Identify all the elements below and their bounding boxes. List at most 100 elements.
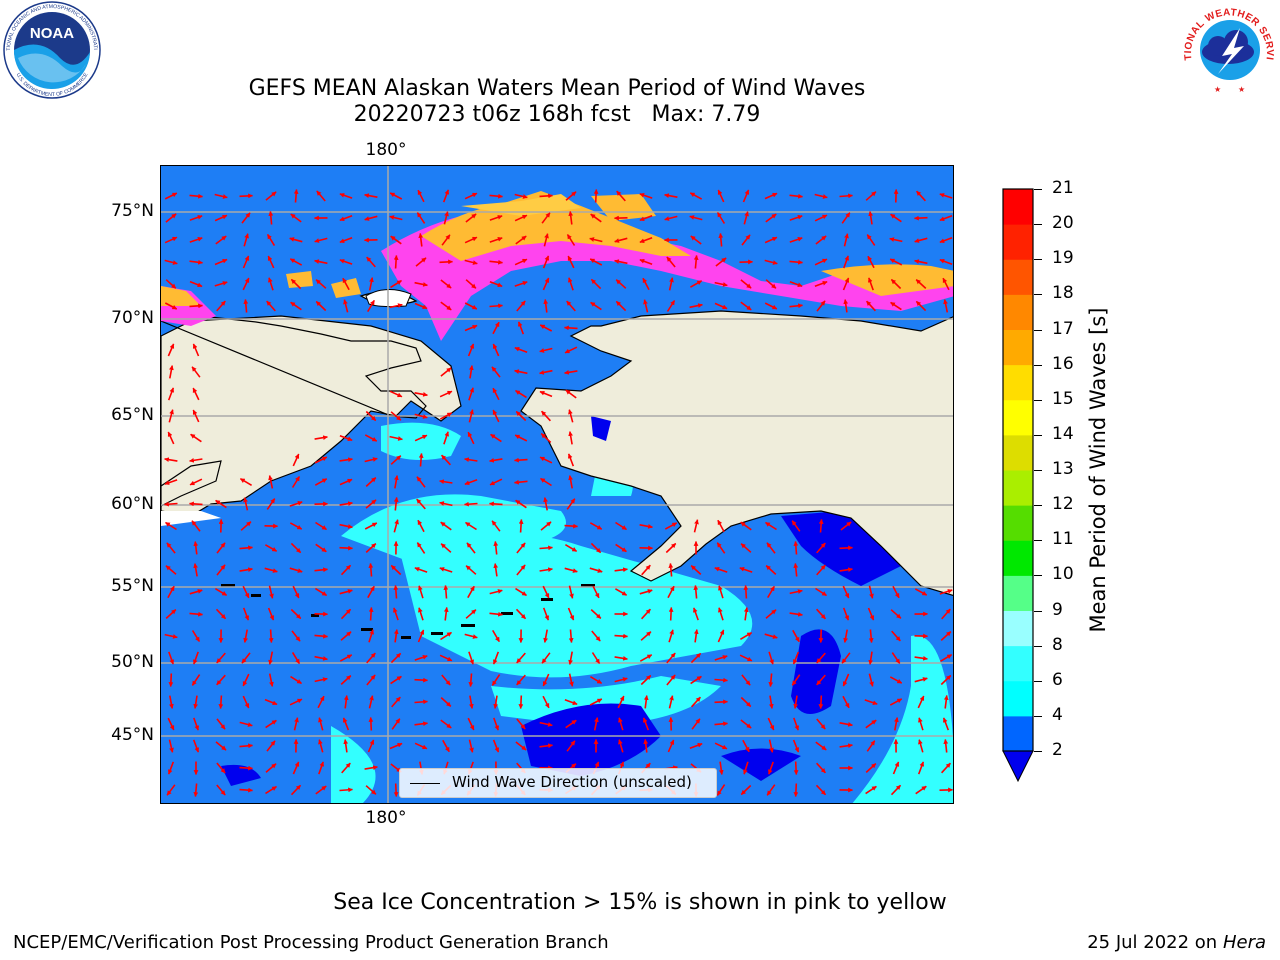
colorbar (1002, 188, 1034, 783)
wind-wave-arrow (889, 698, 903, 706)
colorbar-tick-label: 21 (1052, 178, 1074, 198)
wind-wave-arrow (766, 784, 776, 796)
wind-wave-arrow (339, 214, 353, 222)
wind-wave-arrow (315, 521, 327, 531)
wind-wave-arrow (589, 237, 603, 243)
sea-ice-band (161, 191, 953, 526)
wind-wave-arrow (740, 784, 752, 796)
wind-wave-arrow (793, 695, 799, 709)
plot-subtitle: 20220723 t06z 168h fcst Max: 7.79 (353, 102, 761, 127)
wind-wave-arrow (243, 299, 249, 313)
wind-wave-arrow (793, 541, 799, 555)
colorbar-tick-label: 20 (1052, 213, 1074, 234)
wind-wave-arrow (389, 303, 403, 309)
wind-wave-arrow (489, 237, 503, 243)
wind-wave-arrow (268, 585, 274, 599)
colorbar-tick-label: 4 (1052, 704, 1063, 725)
wind-wave-arrow (216, 652, 226, 664)
wind-wave-arrow (364, 193, 378, 198)
wind-wave-arrow (464, 457, 478, 463)
wind-wave-arrow (665, 542, 677, 554)
wind-wave-arrow (268, 673, 274, 687)
wind-wave-arrow (290, 608, 302, 620)
wind-wave-arrow (593, 189, 599, 203)
wind-wave-arrow (339, 545, 353, 551)
wind-wave-arrow (268, 629, 274, 643)
wind-wave-arrow (891, 652, 901, 664)
wind-wave-arrow (166, 542, 176, 554)
wind-wave-arrow (615, 521, 627, 531)
colorbar-tick-mark (1034, 259, 1042, 261)
wind-wave-arrow (167, 387, 175, 401)
wind-wave-arrow (239, 721, 253, 727)
wind-wave-arrow (342, 717, 350, 731)
wind-wave-arrow (942, 717, 950, 731)
wind-wave-arrow (815, 784, 827, 796)
wind-wave-arrow (739, 567, 753, 573)
wind-wave-arrow (690, 652, 702, 664)
wind-wave-arrow (814, 193, 828, 199)
wind-wave-arrow (465, 521, 477, 531)
wind-wave-arrow (514, 347, 528, 353)
wind-wave-arrow (339, 434, 353, 442)
wind-wave-arrow (439, 390, 453, 398)
wind-wave-arrow (293, 717, 299, 731)
wind-wave-arrow (439, 501, 453, 507)
wind-wave-arrow (467, 343, 475, 357)
wind-wave-arrow (591, 652, 601, 664)
colorbar-tick-label: 16 (1052, 353, 1074, 374)
wind-wave-arrow (739, 654, 753, 662)
colorbar-tick-mark (1034, 715, 1042, 717)
wind-wave-arrow (718, 233, 724, 247)
wind-wave-arrow (792, 739, 800, 753)
wind-wave-arrow (468, 673, 474, 687)
wind-wave-arrow (364, 457, 378, 463)
colorbar-under-triangle (1002, 750, 1034, 783)
colorbar-tick-mark (1034, 680, 1042, 682)
wind-wave-arrow (690, 675, 702, 685)
wind-wave-arrow (414, 302, 428, 310)
wind-wave-arrow (168, 739, 174, 753)
wind-wave-arrow (493, 717, 499, 731)
wind-wave-arrow (543, 629, 548, 643)
wind-wave-arrow (368, 629, 374, 643)
wind-wave-arrow (943, 739, 949, 753)
wind-wave-arrow (814, 214, 828, 222)
wind-wave-arrow (189, 589, 203, 595)
wind-wave-arrow (764, 236, 778, 244)
wind-wave-arrow (290, 278, 302, 290)
wind-wave-arrow (314, 633, 328, 639)
wind-wave-arrow (939, 214, 953, 222)
wind-wave-arrow (889, 258, 903, 266)
nws-logo: NATIONAL WEATHER SERVICE ★ ★ (1178, 0, 1276, 96)
wind-wave-arrow (915, 785, 927, 795)
wind-wave-arrow (514, 479, 528, 485)
wind-wave-arrow (289, 237, 303, 243)
wind-wave-arrow (839, 193, 853, 199)
wind-wave-arrow (543, 299, 549, 313)
footer-machine: Hera (1222, 932, 1266, 953)
wind-wave-arrow (215, 608, 227, 620)
wind-wave-arrow (514, 193, 528, 199)
wind-wave-arrow (414, 699, 428, 705)
wind-wave-arrow (539, 545, 553, 551)
wind-wave-arrow (442, 739, 450, 753)
wind-wave-arrow (465, 565, 477, 575)
wind-wave-arrow (639, 654, 653, 662)
lat-label-65: 65°N (111, 405, 154, 425)
wind-wave-arrow (614, 259, 628, 265)
wind-wave-arrow (214, 588, 228, 596)
wind-wave-arrow (291, 630, 301, 642)
wind-wave-arrow (318, 761, 324, 775)
wind-wave-arrow (464, 633, 478, 639)
wind-wave-arrow (539, 324, 553, 332)
gridlines (161, 166, 953, 803)
wind-wave-arrow (239, 787, 253, 793)
wind-wave-arrow (165, 521, 177, 531)
wind-wave-arrow (765, 609, 777, 619)
wind-wave-arrow (492, 739, 500, 753)
wind-wave-arrow (718, 761, 724, 775)
wind-wave-arrow (414, 413, 428, 419)
wind-wave-arrow (215, 741, 227, 751)
wind-wave-arrow (418, 233, 424, 247)
